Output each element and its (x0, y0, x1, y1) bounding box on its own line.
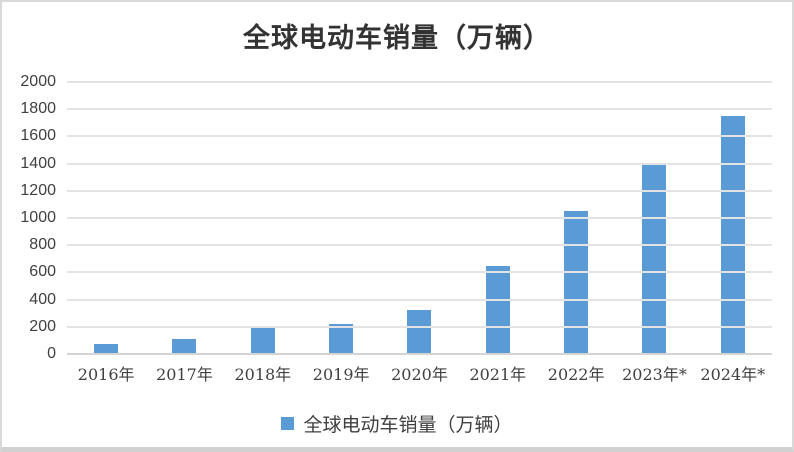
legend-marker-icon (281, 417, 295, 430)
bar-column (67, 82, 145, 354)
x-axis-line (67, 353, 772, 355)
x-tick-label: 2020年 (391, 365, 448, 384)
bar-2021年 (485, 265, 510, 354)
gridline (67, 244, 772, 247)
chart-title: 全球电动车销量（万辆） (243, 23, 551, 54)
y-tick-label: 400 (29, 290, 56, 308)
y-tick-label: 800 (29, 236, 56, 254)
y-tick-label: 0 (47, 345, 56, 362)
bar-column (302, 82, 380, 354)
x-tick-label: 2021年 (469, 365, 527, 384)
y-tick-label: 2000 (20, 73, 56, 90)
x-tick-label: 2016年 (77, 365, 135, 384)
gridline (67, 81, 772, 83)
bar-2020年 (407, 310, 432, 354)
legend-label: 全球电动车销量（万辆） (303, 414, 513, 436)
gridline (67, 271, 772, 274)
x-tick-label: 2018年 (234, 365, 292, 384)
bar-2018年 (250, 326, 275, 354)
y-tick-label: 200 (29, 317, 56, 335)
x-axis: 2016年 2017年 2018年 2019年 2020年 2021年 2022年 2023年… (67, 361, 772, 385)
gridline (67, 189, 772, 192)
bar-column (694, 82, 772, 354)
bar-2024年* (720, 116, 745, 354)
gridline (67, 162, 772, 165)
gridline (67, 108, 772, 111)
bar-column (380, 82, 458, 354)
gridline (67, 298, 772, 301)
gridline (67, 135, 772, 138)
bar-2022年 (564, 211, 589, 354)
x-tick-label: 2017年 (156, 365, 213, 384)
y-axis: 0 200 400 600 800 1000 1200 1400 1600 1800 2000 (2, 73, 56, 362)
bar-2017年 (172, 339, 197, 354)
bar-column (615, 82, 693, 354)
bar-2016年 (94, 344, 119, 354)
y-tick-label: 1600 (20, 127, 56, 145)
y-tick-label: 1800 (20, 100, 56, 118)
y-tick-label: 600 (29, 263, 56, 281)
y-tick-label: 1400 (20, 154, 56, 172)
x-tick-label: 2022年 (547, 365, 605, 384)
x-tick-label: 2024年* (700, 365, 766, 384)
x-tick-label: 2023年* (622, 365, 687, 384)
bar-column (145, 82, 223, 354)
bar-2019年 (329, 324, 354, 354)
x-tick-label: 2019年 (312, 365, 370, 384)
y-tick-label: 1000 (20, 209, 56, 226)
gridline (67, 217, 772, 219)
gridline (67, 325, 772, 328)
bar-column (224, 82, 302, 354)
y-tick-label: 1200 (20, 181, 56, 199)
plot-area (67, 81, 772, 355)
legend: 全球电动车销量（万辆） (2, 410, 792, 437)
bar-column (459, 82, 537, 354)
bar-column (537, 82, 615, 354)
bars-row (67, 82, 772, 354)
bar-2023年* (642, 163, 667, 354)
